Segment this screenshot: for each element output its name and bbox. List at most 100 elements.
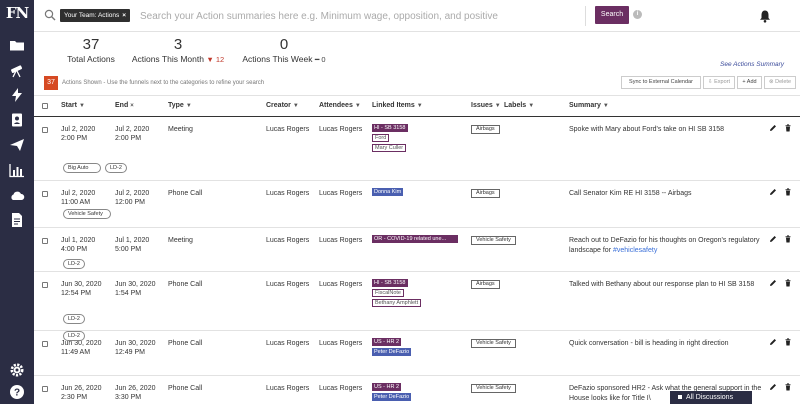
trash-icon[interactable]	[784, 338, 792, 346]
linked-item-tag[interactable]: Peter DeFazio	[372, 393, 412, 401]
issue-tag[interactable]: Vehicle Safety	[471, 236, 516, 245]
filter-funnel-icon[interactable]: ▼	[292, 103, 299, 109]
row-checkbox[interactable]	[42, 386, 48, 392]
linked-item-tag[interactable]: US - HR 2	[372, 338, 402, 346]
linked-item-tag[interactable]: Bethany Amphlett	[372, 299, 422, 307]
all-discussions-button[interactable]: All Discussions	[670, 391, 752, 404]
edit-icon[interactable]	[769, 235, 777, 243]
team-filter-badge[interactable]: Your Team: Actions ×	[60, 9, 131, 22]
linked-item-tag[interactable]: Ford	[372, 134, 390, 142]
column-linked-items[interactable]: Linked Items ▼	[372, 102, 423, 109]
column-attendees[interactable]: Attendees ▼	[319, 102, 361, 109]
folder-icon[interactable]	[9, 37, 25, 53]
export-button[interactable]: ⇩ Export	[703, 76, 735, 89]
filter-funnel-icon[interactable]: ▼	[78, 103, 85, 109]
see-actions-summary-link[interactable]: See Actions Summary	[720, 61, 785, 68]
telescope-icon[interactable]	[9, 62, 25, 78]
sort-clear-icon[interactable]: ×	[130, 103, 134, 109]
edit-icon[interactable]	[769, 279, 777, 287]
trash-icon[interactable]	[784, 235, 792, 243]
label-chip[interactable]: LD-2	[105, 163, 127, 173]
column-creator[interactable]: Creator ▼	[266, 102, 299, 109]
action-type: Phone Call	[168, 384, 202, 393]
contact-book-icon[interactable]	[9, 112, 25, 128]
team-filter-remove-icon[interactable]: ×	[122, 12, 127, 19]
linked-item-tag[interactable]: FiscalNote	[372, 289, 404, 297]
filter-funnel-icon[interactable]: ▼	[416, 103, 423, 109]
linked-item-tag[interactable]: Peter DeFazio	[372, 348, 412, 356]
column-issues[interactable]: Issues ▼	[471, 102, 501, 109]
row-checkbox[interactable]	[42, 282, 48, 288]
linked-items: US - HR 2 Peter DeFazio	[372, 383, 412, 403]
end-datetime-line: 3:30 PM	[115, 394, 142, 401]
linked-item-tag[interactable]: OR - COVID-19 related une...	[372, 235, 458, 243]
column-summary[interactable]: Summary ▼	[569, 102, 609, 109]
trash-icon[interactable]	[784, 188, 792, 196]
label-chip[interactable]: Vehicle Safety	[63, 209, 111, 219]
label-chip[interactable]: LD-2	[63, 314, 85, 324]
column-labels[interactable]: Labels ▼	[504, 102, 535, 109]
top-search-bar: Your Team: Actions× Search i	[34, 0, 800, 32]
search-input[interactable]	[140, 8, 580, 24]
filter-funnel-icon[interactable]: ▼	[354, 103, 361, 109]
edit-icon[interactable]	[769, 383, 777, 391]
label-chip[interactable]: Big Auto	[63, 163, 101, 173]
linked-item-tag[interactable]: US - HR 2	[372, 383, 402, 391]
bell-icon[interactable]	[758, 9, 772, 23]
issue-tag[interactable]: Airbags	[471, 125, 500, 134]
bar-chart-icon[interactable]	[9, 162, 25, 178]
filter-funnel-icon[interactable]: ▼	[602, 103, 609, 109]
action-type-line: Meeting	[168, 237, 193, 244]
lightning-icon[interactable]	[9, 87, 25, 103]
gear-icon[interactable]	[9, 362, 25, 378]
start-datetime-line: 4:00 PM	[61, 246, 88, 253]
paper-plane-icon[interactable]	[9, 137, 25, 153]
trash-icon[interactable]	[784, 279, 792, 287]
select-all-checkbox[interactable]	[42, 103, 48, 109]
delete-button[interactable]: ⊗ Delete	[764, 76, 796, 89]
action-type: Phone Call	[168, 189, 202, 198]
column-type[interactable]: Type ▼	[168, 102, 192, 109]
filter-funnel-icon[interactable]: ▼	[494, 103, 501, 109]
trash-icon[interactable]	[784, 124, 792, 132]
help-icon[interactable]: ?	[9, 384, 25, 400]
linked-item-tag[interactable]: HI - SB 3158	[372, 124, 408, 132]
add-button[interactable]: + Add	[737, 76, 762, 89]
label-chip[interactable]: LD-2	[63, 331, 85, 341]
action-type: Phone Call	[168, 280, 202, 289]
issue-tag[interactable]: Vehicle Safety	[471, 339, 516, 348]
cloud-icon[interactable]	[9, 187, 25, 203]
end-datetime: Jun 26, 2020 3:30 PM	[115, 384, 155, 402]
table-row: Jun 30, 2020 11:49 AM Jun 30, 2020 12:49 PM…	[34, 331, 800, 376]
edit-icon[interactable]	[769, 338, 777, 346]
search-button[interactable]: Search	[595, 6, 629, 24]
row-checkbox[interactable]	[42, 127, 48, 133]
end-datetime-line: Jun 30, 2020	[115, 340, 156, 347]
app-logo[interactable]: FN	[5, 4, 29, 22]
info-icon[interactable]: i	[633, 10, 642, 19]
issue-tag[interactable]: Airbags	[471, 280, 500, 289]
summary-body: Talked with Bethany about our response p…	[569, 281, 755, 288]
issue-tag[interactable]: Airbags	[471, 189, 500, 198]
document-icon[interactable]	[9, 212, 25, 228]
column-start[interactable]: Start ▼	[61, 102, 85, 109]
row-checkbox[interactable]	[42, 341, 48, 347]
edit-icon[interactable]	[769, 124, 777, 132]
summary-hashtag-link[interactable]: #vehiclesafety	[612, 247, 658, 254]
sync-calendar-button[interactable]: Sync to External Calendar	[621, 76, 701, 89]
row-checkbox[interactable]	[42, 191, 48, 197]
issue-cell: Vehicle Safety	[471, 338, 516, 348]
linked-item-tag[interactable]: HI - SB 3158	[372, 279, 408, 287]
linked-item-tag[interactable]: Donna Kim	[372, 188, 404, 196]
start-datetime: Jun 30, 2020 12:54 PM	[61, 280, 101, 298]
edit-icon[interactable]	[769, 188, 777, 196]
row-checkbox[interactable]	[42, 238, 48, 244]
trash-icon[interactable]	[784, 383, 792, 391]
issue-tag[interactable]: Vehicle Safety	[471, 384, 516, 393]
column-end[interactable]: End ×	[115, 102, 134, 109]
filter-funnel-icon[interactable]: ▼	[528, 103, 535, 109]
label-chip[interactable]: LD-2	[63, 259, 85, 269]
stat-month-label: Actions This Month	[131, 54, 204, 64]
filter-funnel-icon[interactable]: ▼	[185, 103, 192, 109]
linked-item-tag[interactable]: Mary Culler	[372, 144, 407, 152]
